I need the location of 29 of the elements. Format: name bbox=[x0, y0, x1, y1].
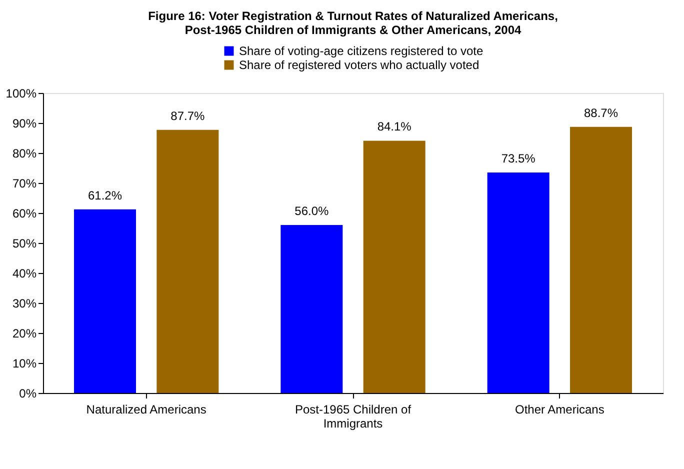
y-tick-label: 0% bbox=[19, 386, 37, 400]
data-label: 87.7% bbox=[170, 108, 206, 123]
data-label: 56.0% bbox=[294, 204, 330, 218]
x-tick-label: Other Americans bbox=[514, 402, 604, 416]
legend-label: Share of voting-age citizens registered to vote bbox=[239, 44, 484, 58]
data-label: 73.5% bbox=[501, 152, 536, 166]
y-tick-label: 100% bbox=[6, 86, 37, 100]
bar bbox=[487, 172, 550, 393]
y-tick-label: 20% bbox=[12, 326, 37, 340]
data-label: 84.1% bbox=[377, 120, 412, 134]
data-label: 61.2% bbox=[88, 188, 122, 202]
y-tick-label: 30% bbox=[12, 296, 37, 310]
bar bbox=[363, 140, 426, 393]
bar bbox=[156, 130, 219, 393]
y-tick-label: 70% bbox=[12, 176, 37, 190]
legend-label: Share of registered voters who actually voted bbox=[239, 58, 480, 72]
y-tick-label: 50% bbox=[12, 236, 37, 250]
y-tick-label: 60% bbox=[12, 206, 37, 220]
y-tick-label: 90% bbox=[12, 116, 37, 130]
y-tick-label: 10% bbox=[12, 356, 37, 370]
bar bbox=[570, 126, 632, 393]
x-tick-label: Naturalized Americans bbox=[86, 402, 206, 416]
chart-title: Figure 16: Voter Registration & Turnout Rates of Naturalized Americans, Post-1965 Children of Immigrants & Other Americans, 2004 bbox=[148, 9, 558, 37]
y-tick-label: 80% bbox=[12, 146, 37, 160]
bar bbox=[280, 225, 343, 393]
x-tick-label: Post-1965 Children of Immigrants bbox=[294, 402, 412, 430]
bar bbox=[74, 209, 136, 393]
data-label: 88.7% bbox=[584, 106, 618, 120]
y-tick-label: 40% bbox=[12, 266, 37, 280]
